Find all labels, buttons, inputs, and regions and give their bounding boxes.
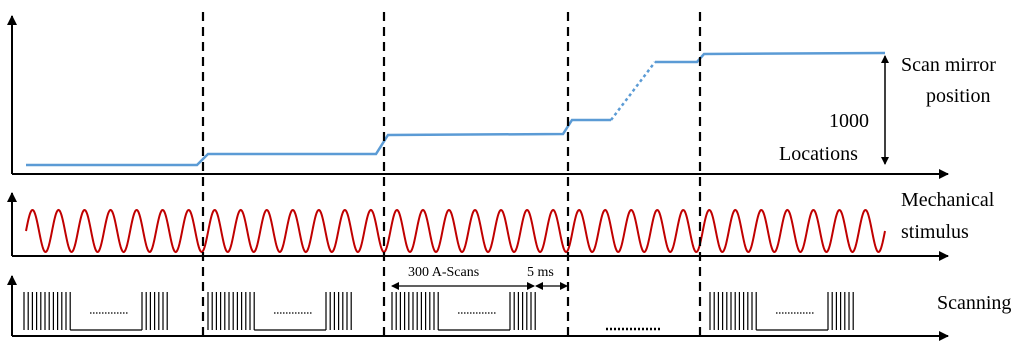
- scan-block: [207, 292, 352, 331]
- sync-lines: [201, 12, 702, 342]
- stimulus-axes: [6, 192, 949, 261]
- scan-mirror-label-line2: position: [926, 85, 990, 107]
- scan-burst-lines: [391, 292, 536, 331]
- locations-count-label: 1000: [829, 110, 869, 132]
- scan-block: [23, 292, 168, 331]
- scan-burst-lines: [23, 292, 168, 331]
- gap-label: 5 ms: [527, 265, 554, 280]
- mirror-position-trace: [26, 51, 886, 167]
- scan-block: [391, 292, 536, 331]
- mirror-axes: [6, 15, 949, 179]
- scanning-axes: [6, 275, 949, 341]
- mechanical-label-line1: Mechanical: [901, 189, 995, 211]
- scan-burst-lines: [709, 292, 854, 331]
- scanning-blocks: [23, 292, 854, 331]
- locations-word-label: Locations: [779, 143, 858, 165]
- ascans-label: 300 A-Scans: [408, 265, 479, 280]
- mirror-trace-solid-b: [655, 51, 886, 64]
- scan-burst-lines: [207, 292, 352, 331]
- scan-block: [709, 292, 854, 331]
- mirror-trace-solid-a: [26, 118, 611, 167]
- mechanical-label-line2: stimulus: [901, 221, 969, 243]
- mechanical-stimulus-wave: [25, 208, 886, 254]
- scan-mirror-label-line1: Scan mirror: [901, 54, 996, 76]
- mirror-trace-dotted: [610, 61, 656, 121]
- scanning-label: Scanning: [937, 292, 1011, 314]
